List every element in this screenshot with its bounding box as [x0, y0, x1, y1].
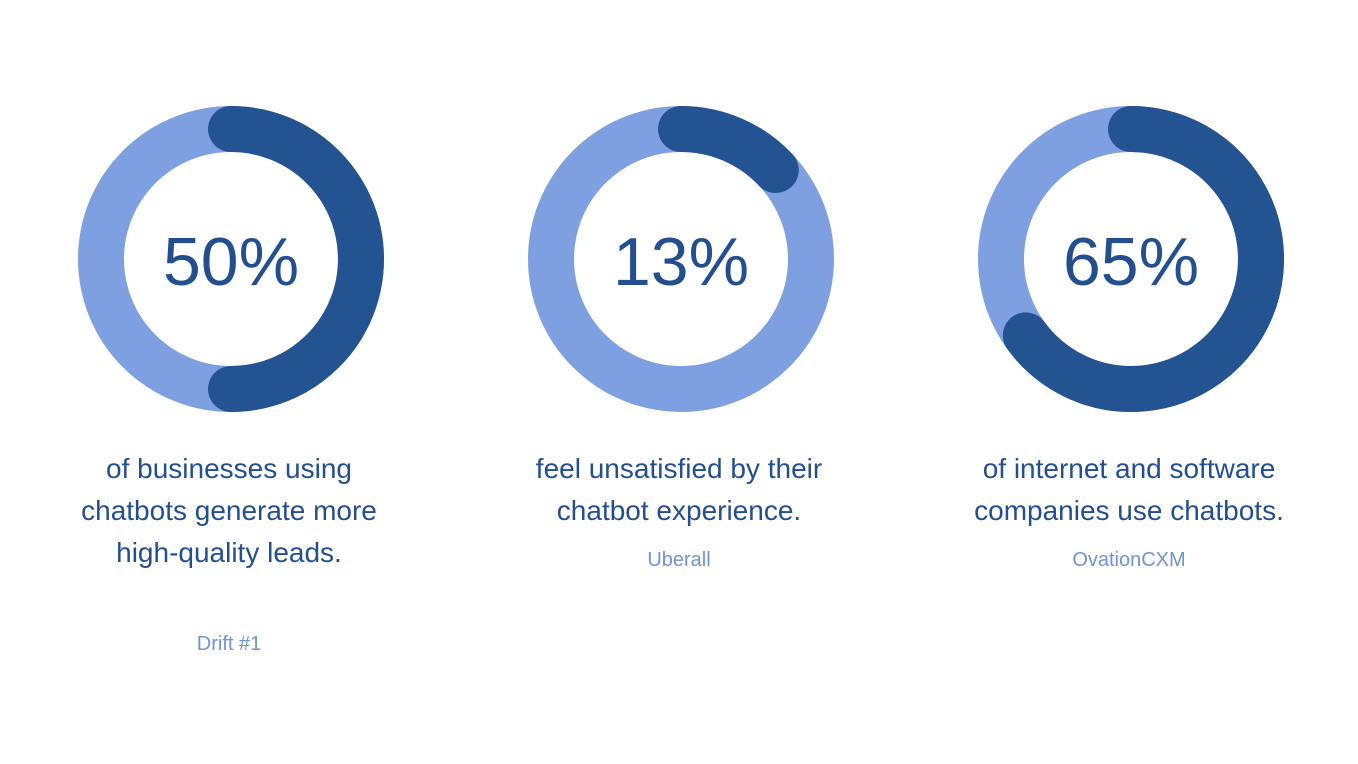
donut-svg: 50% — [78, 106, 384, 412]
donut-chart: 13% — [526, 104, 836, 414]
stat-description: of businesses using chatbots generate mo… — [81, 453, 377, 568]
donut-value-arc — [658, 106, 799, 194]
stat-card-leads: 50% of businesses using chatbots generat… — [59, 0, 399, 764]
donut-chart: 50% — [76, 104, 386, 414]
donut-svg: 13% — [528, 106, 834, 412]
stat-card-companies: 65% of internet and software companies u… — [959, 0, 1299, 764]
donut-chart: 65% — [976, 104, 1286, 414]
percentage-label: 13% — [613, 224, 749, 300]
donut-value-arc — [1002, 106, 1284, 412]
donut-svg: 65% — [978, 106, 1284, 412]
percentage-label: 50% — [163, 224, 299, 300]
stat-description: of internet and software companies use c… — [974, 453, 1284, 526]
source-label: Drift #1 — [196, 633, 262, 655]
source-label: OvationCXM — [1072, 549, 1186, 571]
percentage-label: 65% — [1063, 224, 1199, 300]
stat-description: feel unsatisfied by their chatbot experi… — [535, 453, 823, 526]
donut-value-arc — [208, 106, 384, 412]
stat-card-unsatisfied: 13% feel unsatisfied by their chatbot ex… — [509, 0, 849, 764]
source-label: Uberall — [647, 549, 711, 571]
